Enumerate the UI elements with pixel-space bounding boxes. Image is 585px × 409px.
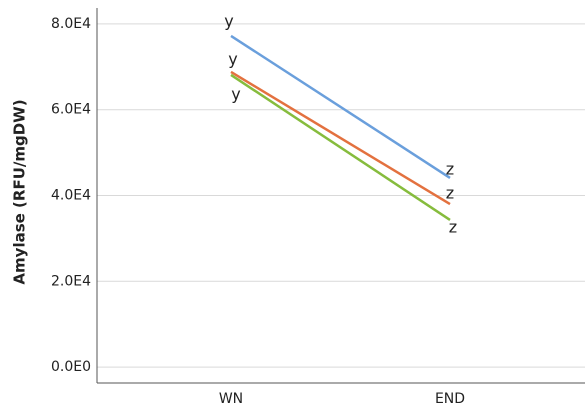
x-tick-label: WN bbox=[219, 391, 243, 407]
series-line bbox=[230, 73, 451, 221]
y-tick-label: 6.0E4 bbox=[51, 102, 91, 118]
y-tick-label: 8.0E4 bbox=[51, 16, 91, 32]
x-tick-label: END bbox=[435, 391, 465, 407]
series-line bbox=[230, 70, 451, 206]
y-tick-label: 2.0E4 bbox=[51, 273, 91, 289]
point-annotation: y bbox=[231, 84, 240, 103]
y-tick-label: 4.0E4 bbox=[51, 188, 91, 204]
point-annotation: z bbox=[446, 159, 454, 178]
point-annotation: y bbox=[228, 49, 237, 68]
point-annotation: z bbox=[449, 217, 457, 236]
y-tick-label: 0.0E0 bbox=[51, 359, 91, 375]
series-line bbox=[230, 34, 451, 179]
point-annotation: z bbox=[446, 184, 454, 203]
y-axis-title: Amylase (RFU/mgDW) bbox=[11, 99, 29, 284]
point-annotation: y bbox=[224, 11, 233, 30]
